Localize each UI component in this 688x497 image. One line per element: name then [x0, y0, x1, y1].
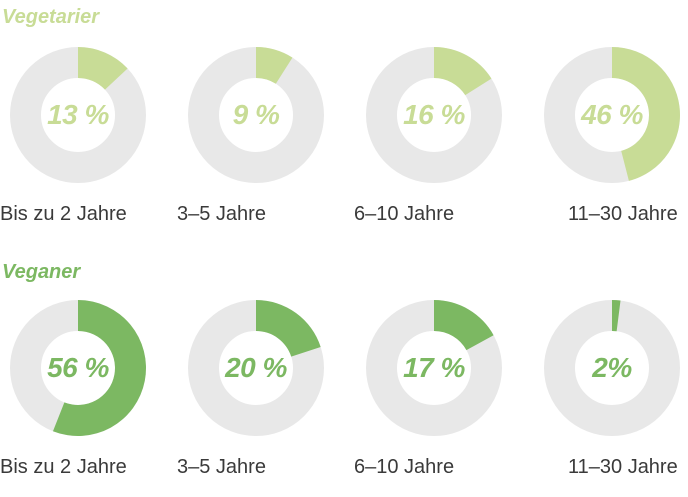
category-label: 6–10 Jahre	[354, 456, 455, 478]
percentage-label: 16 %	[403, 99, 465, 130]
donut-segment	[78, 47, 128, 90]
donut-svg	[10, 47, 146, 183]
donut-vegan-1: 56 %	[8, 298, 148, 438]
donut-segment	[434, 47, 492, 96]
donut-svg	[544, 47, 680, 183]
donut-svg	[188, 300, 324, 436]
donut-segment	[434, 300, 494, 351]
chart-title-vegan: Veganer	[2, 261, 81, 283]
donut-segment	[256, 300, 321, 357]
donut-vegan-3: 17 %	[364, 298, 504, 438]
donut-segment	[52, 300, 146, 436]
donut-svg	[544, 300, 680, 436]
percentage-label: 20 %	[225, 352, 287, 383]
donut-svg	[10, 300, 146, 436]
percentage-label: 2%	[592, 352, 632, 383]
percentage-label: 46 %	[581, 99, 643, 130]
category-label: Bis zu 2 Jahre	[0, 456, 127, 478]
category-label: 3–5 Jahre	[177, 456, 266, 478]
category-label: 3–5 Jahre	[177, 203, 266, 225]
donut-vegetarian-2: 9 %	[186, 45, 326, 185]
donut-segment	[256, 47, 293, 84]
percentage-label: 17 %	[403, 352, 465, 383]
category-label: 11–30 Jahre	[568, 203, 678, 225]
donut-vegetarian-1: 13 %	[8, 45, 148, 185]
percentage-label: 13 %	[47, 99, 109, 130]
donut-vegan-4: 2%	[542, 298, 682, 438]
donut-segment	[612, 300, 621, 332]
chart-title-vegetarian: Vegetarier	[2, 6, 100, 28]
donut-vegetarian-3: 16 %	[364, 45, 504, 185]
donut-svg	[188, 47, 324, 183]
percentage-label: 9 %	[232, 99, 280, 130]
donut-vegetarian-4: 46 %	[542, 45, 682, 185]
percentage-label: 56 %	[47, 352, 109, 383]
donut-svg	[366, 47, 502, 183]
category-label: Bis zu 2 Jahre	[0, 203, 127, 225]
donut-vegan-2: 20 %	[186, 298, 326, 438]
category-label: 11–30 Jahre	[568, 456, 678, 478]
donut-svg	[366, 300, 502, 436]
category-label: 6–10 Jahre	[354, 203, 455, 225]
donut-segment	[612, 47, 680, 181]
